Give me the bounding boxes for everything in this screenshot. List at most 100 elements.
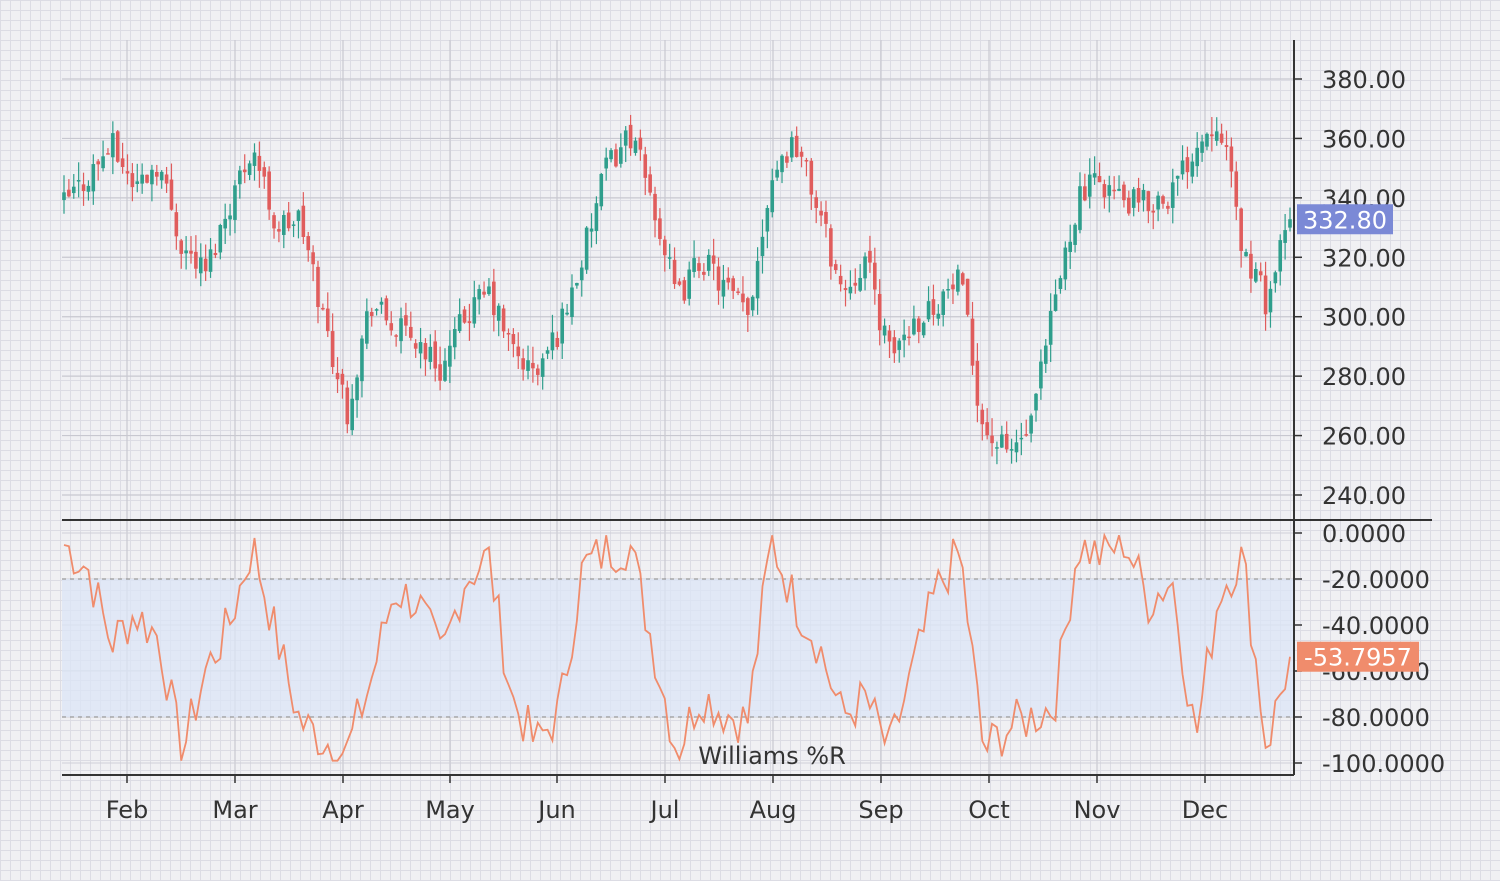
candle-body bbox=[702, 271, 706, 275]
last-price-value: 332.80 bbox=[1303, 206, 1387, 234]
candle-body bbox=[345, 387, 350, 425]
candle-body bbox=[604, 157, 608, 169]
williams-r-series bbox=[63, 532, 1291, 762]
candle-body bbox=[692, 258, 696, 272]
candle-body bbox=[321, 307, 325, 310]
candle-body bbox=[892, 337, 897, 354]
candle-body bbox=[946, 289, 950, 291]
candle-body bbox=[86, 185, 91, 192]
candle-body bbox=[716, 266, 721, 291]
candle-body bbox=[1063, 247, 1068, 280]
candle-body bbox=[741, 293, 745, 303]
candle-body bbox=[1185, 157, 1190, 173]
candle-body bbox=[1058, 278, 1063, 290]
candle-body bbox=[1136, 188, 1141, 203]
candle-body bbox=[291, 224, 296, 226]
candle-body bbox=[1078, 186, 1082, 230]
candle-body bbox=[174, 212, 179, 237]
candle-body bbox=[1190, 161, 1195, 177]
candle-body bbox=[438, 364, 442, 381]
candle-body bbox=[653, 193, 657, 221]
month-tick-label: Dec bbox=[1182, 796, 1228, 824]
candle-body bbox=[985, 422, 989, 436]
candle-body bbox=[1141, 189, 1146, 201]
candle-body bbox=[282, 214, 286, 235]
candle-body bbox=[311, 252, 315, 265]
month-tick-label: Jul bbox=[649, 796, 680, 824]
candle-body bbox=[71, 186, 76, 194]
candle-body bbox=[1102, 184, 1107, 198]
candle-body bbox=[687, 269, 692, 299]
candle-body bbox=[726, 277, 731, 283]
candle-body bbox=[335, 372, 340, 380]
candle-body bbox=[545, 350, 550, 354]
last-price-badge bbox=[1297, 204, 1393, 235]
candle-body bbox=[1234, 171, 1239, 207]
candle-body bbox=[579, 267, 584, 281]
candle-body bbox=[252, 152, 257, 166]
candle-body bbox=[555, 337, 560, 347]
candle-body bbox=[750, 296, 755, 311]
candle-body bbox=[662, 239, 667, 256]
candle-body bbox=[81, 184, 86, 192]
candle-body bbox=[794, 135, 799, 157]
candle-body bbox=[931, 299, 936, 315]
candle-body bbox=[238, 170, 242, 185]
candle-body bbox=[501, 308, 506, 332]
candle-body bbox=[560, 308, 565, 344]
price-tick-label: 260.00 bbox=[1322, 423, 1406, 451]
candle-body bbox=[384, 298, 389, 321]
candle-body bbox=[1156, 195, 1160, 210]
candle-body bbox=[140, 174, 144, 184]
williams-r-label: Williams %R bbox=[698, 742, 846, 770]
candle-body bbox=[306, 236, 311, 251]
candle-body bbox=[203, 258, 208, 272]
candle-body bbox=[980, 409, 985, 425]
candle-body bbox=[1180, 160, 1185, 175]
candle-body bbox=[614, 149, 618, 167]
candle-body bbox=[1092, 173, 1097, 178]
candle-body bbox=[1278, 240, 1283, 272]
candle-body bbox=[399, 318, 403, 342]
candle-body bbox=[164, 174, 169, 184]
candle-body bbox=[472, 297, 477, 324]
candle-body bbox=[1273, 272, 1278, 284]
candle-body bbox=[863, 256, 867, 279]
candle-body bbox=[1112, 189, 1116, 192]
candle-body bbox=[1210, 134, 1214, 137]
candle-body bbox=[575, 282, 579, 286]
candle-body bbox=[506, 332, 511, 335]
candle-body bbox=[76, 180, 81, 182]
candle-body bbox=[565, 312, 569, 315]
candle-body bbox=[350, 398, 354, 431]
candle-body bbox=[62, 192, 66, 201]
candle-body bbox=[360, 338, 364, 382]
candle-body bbox=[848, 286, 853, 294]
candle-body bbox=[223, 218, 227, 229]
candle-body bbox=[262, 167, 267, 177]
candle-body bbox=[628, 124, 633, 149]
candle-body bbox=[452, 328, 457, 348]
candle-body bbox=[912, 318, 916, 335]
candle-body bbox=[682, 280, 687, 301]
candle-body bbox=[1009, 449, 1014, 451]
axes bbox=[62, 40, 1432, 776]
candle-body bbox=[355, 377, 359, 401]
candle-body bbox=[951, 284, 955, 290]
candle-body bbox=[1107, 185, 1112, 196]
candle-body bbox=[389, 323, 394, 331]
candle-body bbox=[492, 281, 496, 316]
candle-body bbox=[1068, 241, 1072, 253]
candle-body bbox=[145, 174, 149, 183]
candle-body bbox=[1170, 182, 1175, 208]
williams-tick-label: -20.0000 bbox=[1322, 566, 1430, 594]
candle-body bbox=[736, 291, 740, 293]
williams-tick-label: -100.0000 bbox=[1322, 750, 1445, 778]
candle-body bbox=[516, 346, 521, 357]
candle-body bbox=[814, 197, 819, 208]
candle-body bbox=[1131, 189, 1136, 208]
candle-body bbox=[418, 342, 423, 354]
candle-body bbox=[594, 203, 599, 232]
candle-body bbox=[672, 259, 677, 285]
candle-body bbox=[902, 334, 906, 341]
